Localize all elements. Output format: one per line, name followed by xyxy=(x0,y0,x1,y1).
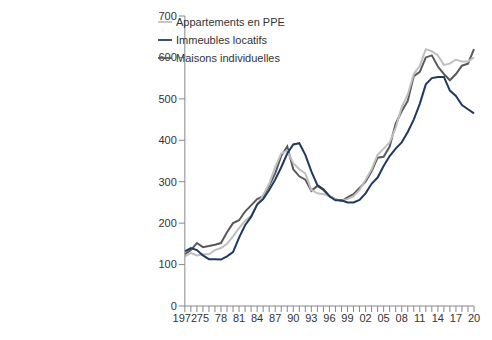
svg-text:90: 90 xyxy=(287,312,299,324)
svg-text:93: 93 xyxy=(305,312,317,324)
svg-text:100: 100 xyxy=(158,258,176,270)
svg-text:02: 02 xyxy=(359,312,371,324)
svg-text:96: 96 xyxy=(323,312,335,324)
svg-text:99: 99 xyxy=(341,312,353,324)
svg-text:600: 600 xyxy=(158,51,176,63)
svg-text:81: 81 xyxy=(233,312,245,324)
svg-text:1972: 1972 xyxy=(173,312,197,324)
svg-text:300: 300 xyxy=(158,176,176,188)
svg-text:14: 14 xyxy=(432,312,444,324)
svg-text:17: 17 xyxy=(450,312,462,324)
svg-text:700: 700 xyxy=(158,10,176,22)
svg-text:75: 75 xyxy=(197,312,209,324)
html-text:Appartements en PPE: Appartements en PPE xyxy=(176,16,285,28)
svg-text:20: 20 xyxy=(468,312,480,324)
html-text:Immeubles locatifs: Immeubles locatifs xyxy=(176,34,268,46)
svg-text:11: 11 xyxy=(414,312,425,324)
svg-text:500: 500 xyxy=(158,93,176,105)
svg-text:08: 08 xyxy=(396,312,408,324)
html-text:Maisons individuelles: Maisons individuelles xyxy=(176,52,280,64)
svg-text:0: 0 xyxy=(171,300,177,312)
svg-text:400: 400 xyxy=(158,134,176,146)
svg-text:200: 200 xyxy=(158,217,176,229)
svg-text:84: 84 xyxy=(251,312,263,324)
svg-text:78: 78 xyxy=(215,312,227,324)
svg-text:87: 87 xyxy=(269,312,281,324)
svg-text:05: 05 xyxy=(378,312,390,324)
